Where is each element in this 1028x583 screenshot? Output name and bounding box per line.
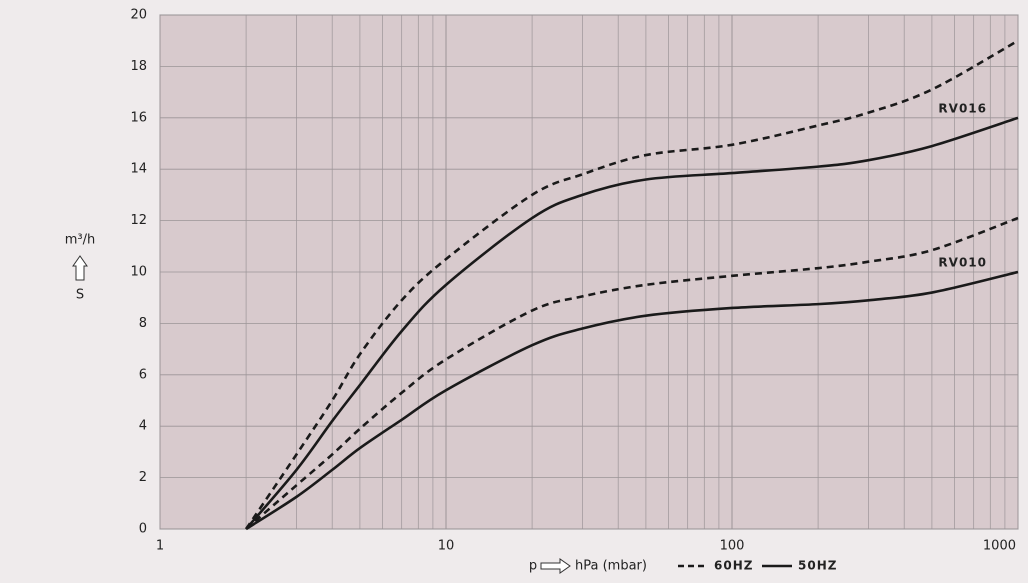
x-tick-label: 100	[720, 539, 745, 554]
model-label: RV016	[938, 101, 987, 115]
data-line	[245, 116, 1019, 530]
y-tick-label: 2	[139, 470, 147, 485]
legend-label: 60HZ	[714, 559, 753, 573]
y-tick-label: 8	[139, 316, 147, 331]
data-line	[245, 216, 1019, 530]
y-unit: m³/h	[65, 233, 96, 248]
y-tick-label: 14	[130, 162, 147, 177]
data-line	[245, 270, 1019, 531]
y-tick-label: 6	[139, 367, 147, 382]
y-tick-label: 16	[130, 110, 147, 125]
x-tick-label: 1	[156, 539, 164, 554]
right-arrow	[540, 558, 571, 574]
y-tick-label: 10	[130, 265, 147, 280]
x-symbol: p	[529, 559, 537, 574]
x-tick-label: 10	[438, 539, 455, 554]
y-tick-label: 4	[139, 419, 147, 434]
legend-label: 50HZ	[798, 559, 837, 573]
up-arrow	[72, 255, 88, 281]
y-tick-label: 12	[130, 213, 147, 228]
x-unit: hPa (mbar)	[575, 559, 647, 574]
model-label: RV010	[938, 256, 987, 270]
x-tick-label: 1000	[983, 539, 1016, 554]
y-tick-label: 20	[130, 8, 147, 23]
y-tick-label: 18	[130, 59, 147, 74]
y-tick-label: 0	[139, 522, 147, 537]
y-symbol: S	[76, 288, 84, 303]
